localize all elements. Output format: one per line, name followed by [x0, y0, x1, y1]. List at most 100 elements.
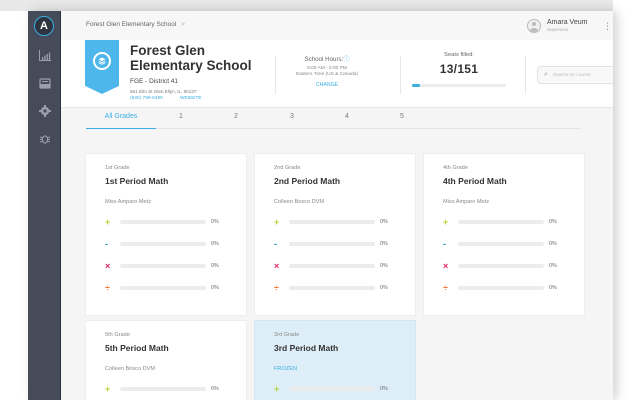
sidebar-item-settings[interactable] — [28, 100, 61, 122]
course-title[interactable]: 3rd Period Math — [274, 343, 339, 353]
breadcrumb-school[interactable]: Forest Glen Elementary School — [86, 21, 177, 28]
progress-bar — [289, 242, 375, 246]
progress-row-division: ÷ 0% — [274, 284, 404, 293]
info-icon[interactable]: ⓘ — [343, 56, 350, 63]
app-logo[interactable]: A — [34, 16, 54, 36]
progress-bar — [458, 264, 544, 268]
multiply-icon: × — [274, 261, 280, 271]
progress-percent: 0% — [211, 241, 219, 247]
minus-icon: - — [443, 239, 446, 249]
progress-percent: 0% — [380, 263, 388, 269]
progress-row-addition: +0% — [105, 218, 235, 227]
course-card[interactable]: 1st Grade 1st Period Math Miss Amparo Me… — [85, 153, 247, 316]
seats-progress-fill — [412, 84, 420, 87]
progress-percent: 0% — [549, 263, 557, 269]
user-menu[interactable]: Amara Veum Supervisor ⋮ — [527, 17, 613, 35]
hours-title: School Hours: — [304, 56, 344, 63]
progress-bar — [289, 286, 375, 290]
course-search[interactable]: ⌕ — [537, 66, 613, 84]
change-hours-button[interactable]: CHANGE — [315, 82, 339, 88]
progress-bar — [289, 264, 375, 268]
inbox-tray-icon — [38, 77, 51, 89]
progress-percent: 0% — [380, 241, 388, 247]
progress-bar — [120, 286, 206, 290]
progress-percent: 0% — [380, 285, 388, 291]
tab-grade-1[interactable]: 1 — [179, 113, 183, 120]
school-phone-link[interactable]: (630) 790-6490 — [130, 96, 163, 101]
hours-title-row: School Hours:ⓘ — [283, 54, 371, 63]
course-teacher: Miss Amparo Metz — [443, 199, 490, 205]
course-card-frozen[interactable]: 3rd Grade 3rd Period Math FROZEN +0% — [254, 320, 416, 400]
more-options-icon[interactable]: ⋮ — [603, 20, 612, 31]
progress-row-subtraction: - 0% — [105, 240, 235, 249]
course-title[interactable]: 5th Period Math — [105, 343, 169, 353]
seats-progress-bar — [412, 84, 506, 87]
breadcrumb: Forest Glen Elementary School > — [86, 21, 185, 28]
progress-row-subtraction: - 0% — [274, 240, 404, 249]
course-title[interactable]: 2nd Period Math — [274, 176, 341, 186]
user-info: Amara Veum Supervisor — [547, 19, 601, 33]
progress-row-addition: +0% — [443, 217, 573, 227]
course-grade: 4th Grade — [443, 165, 468, 171]
divider — [525, 56, 526, 94]
course-status-frozen: FROZEN — [274, 366, 297, 372]
progress-percent: 0% — [380, 386, 388, 392]
sidebar-item-debug[interactable] — [28, 128, 61, 150]
multiply-icon: × — [105, 261, 111, 271]
progress-row-addition: +0% — [105, 384, 235, 394]
divide-icon: ÷ — [443, 283, 448, 293]
plus-icon: + — [105, 384, 111, 394]
progress-percent: 0% — [211, 219, 219, 225]
bug-icon — [39, 135, 50, 144]
multiply-icon: × — [443, 261, 449, 271]
tab-grade-2[interactable]: 2 — [234, 113, 238, 120]
progress-row-multiplication: × 0% — [274, 261, 404, 271]
progress-bar — [289, 387, 375, 391]
plus-icon: + — [443, 217, 449, 227]
sidebar-item-inbox[interactable] — [28, 72, 61, 94]
school-header: Forest Glen Elementary School FGE - Dist… — [61, 40, 613, 108]
sidebar-item-analytics[interactable] — [28, 44, 61, 66]
search-icon: ⌕ — [544, 71, 548, 78]
avatar[interactable] — [527, 19, 541, 33]
progress-percent: 0% — [549, 285, 557, 291]
seats-count: 13/151 — [439, 62, 479, 76]
progress-percent: 0% — [211, 263, 219, 269]
tab-all-grades[interactable]: All Grades — [86, 113, 156, 129]
progress-bar — [120, 220, 206, 224]
progress-row-multiplication: × 0% — [443, 261, 573, 271]
search-input[interactable] — [552, 72, 609, 78]
tab-grade-3[interactable]: 3 — [290, 113, 294, 120]
course-teacher: Colleen Bosco DVM — [105, 366, 156, 372]
school-district: FGE - District 41 — [130, 78, 179, 85]
progress-bar — [289, 220, 375, 224]
school-address: 561 Elm St Glen Ellyn, IL, 60137 — [130, 89, 197, 94]
progress-bar — [458, 220, 544, 224]
hours-time: 8:00 AM - 5:00 PM Eastern Time (US & Can… — [283, 66, 371, 78]
sidebar: A — [28, 11, 61, 400]
course-title[interactable]: 4th Period Math — [443, 176, 507, 186]
user-role: Supervisor — [547, 27, 569, 32]
hours-timezone: Eastern Time (US & Canada) — [295, 72, 359, 77]
progress-row-addition: +0% — [274, 385, 404, 394]
progress-row-multiplication: × 0% — [105, 261, 235, 271]
course-title[interactable]: 1st Period Math — [105, 176, 169, 186]
logo-letter: A — [40, 20, 48, 32]
tab-grade-4[interactable]: 4 — [345, 113, 349, 120]
course-card[interactable]: 2nd Grade 2nd Period Math Colleen Bosco … — [254, 153, 416, 316]
tab-grade-5[interactable]: 5 — [400, 113, 404, 120]
top-bar: Forest Glen Elementary School > Amara Ve… — [61, 11, 613, 40]
divider — [400, 56, 401, 94]
progress-bar — [458, 242, 544, 246]
course-card[interactable]: 4th Grade 4th Period Math Miss Amparo Me… — [423, 153, 585, 316]
window-titlebar — [0, 0, 613, 11]
course-grade: 2nd Grade — [274, 165, 301, 171]
main-content: Forest Glen Elementary School > Amara Ve… — [61, 11, 613, 400]
school-website-link[interactable]: WEBSITE — [180, 96, 202, 101]
course-card[interactable]: 5th Grade 5th Period Math Colleen Bosco … — [85, 320, 247, 400]
plus-icon: + — [274, 217, 280, 227]
course-grade: 5th Grade — [105, 332, 130, 338]
grade-tabs: All Grades 1 2 3 4 5 — [86, 110, 581, 129]
bar-chart-icon — [38, 49, 51, 61]
